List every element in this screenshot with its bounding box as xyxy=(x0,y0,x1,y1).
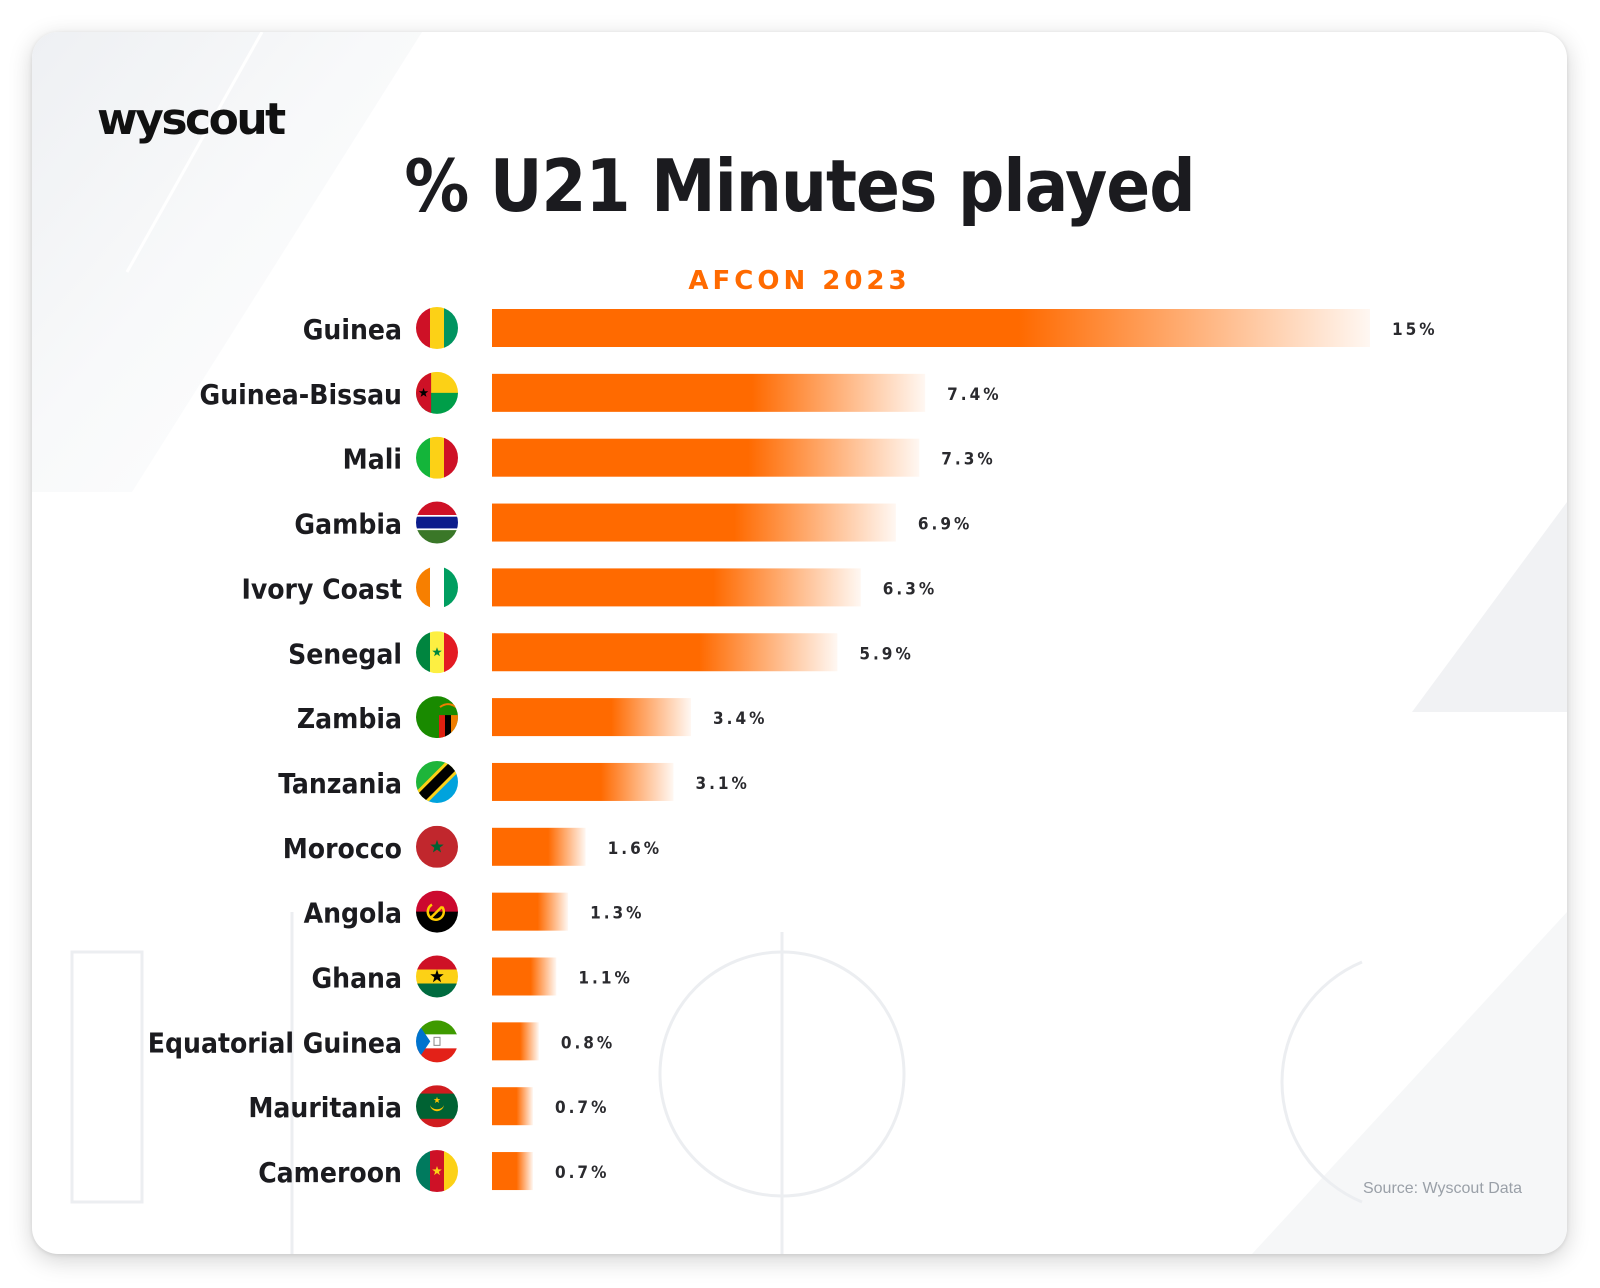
category-label: Ghana xyxy=(311,962,402,995)
bar xyxy=(492,438,920,477)
bar-row: Mauritania 0.7% xyxy=(248,1085,609,1128)
value-label: 0.7% xyxy=(555,1098,609,1118)
bar xyxy=(492,892,569,931)
bar-row: Zambia 3.4% xyxy=(297,696,767,739)
bar xyxy=(492,1152,533,1191)
tanzania-flag-icon xyxy=(416,760,458,803)
bar xyxy=(492,827,586,866)
mali-flag-icon xyxy=(416,436,458,479)
category-label: Ivory Coast xyxy=(241,572,402,605)
category-label: Angola xyxy=(304,897,402,930)
value-label: 1.1% xyxy=(578,969,632,989)
bar xyxy=(492,698,692,737)
value-label: 6.3% xyxy=(883,579,937,599)
category-label: Tanzania xyxy=(278,767,402,800)
cameroon-flag-icon xyxy=(416,1150,458,1193)
angola-flag-icon xyxy=(416,890,458,933)
bar-row: Guinea-Bissau 7.4% xyxy=(200,371,1001,414)
chart-title: % U21 Minutes played xyxy=(404,144,1195,228)
morocco-flag-icon xyxy=(416,825,458,868)
category-label: Zambia xyxy=(297,702,402,735)
bar-row: Angola 1.3% xyxy=(304,890,644,933)
wyscout-logo: wyscout xyxy=(97,94,286,145)
bar-row: Ghana 1.1% xyxy=(311,955,632,998)
bar-row: Mali 7.3% xyxy=(343,436,995,479)
bar-row: Guinea 15% xyxy=(303,307,1438,349)
value-label: 5.9% xyxy=(859,644,913,664)
bar-row: Cameroon 0.7% xyxy=(258,1150,609,1193)
senegal-flag-icon xyxy=(416,631,458,674)
bar-row: Ivory Coast 6.3% xyxy=(241,566,937,609)
mauritania-flag-icon xyxy=(416,1085,458,1128)
infographic-card: wyscout % U21 Minutes played AFCON 2023 … xyxy=(32,32,1567,1254)
bar-row: Morocco 1.6% xyxy=(283,825,662,868)
category-label: Equatorial Guinea xyxy=(148,1026,402,1059)
chart-subtitle: AFCON 2023 xyxy=(688,266,911,296)
bar-row: Equatorial Guinea 0.8% xyxy=(148,1020,615,1063)
bar xyxy=(492,633,838,672)
value-label: 0.7% xyxy=(555,1163,609,1183)
value-label: 7.4% xyxy=(947,385,1001,405)
value-label: 3.1% xyxy=(695,774,749,794)
category-label: Morocco xyxy=(283,832,402,865)
bar-row: Senegal 5.9% xyxy=(288,631,913,674)
equatorial-guinea-flag-icon xyxy=(416,1020,458,1063)
ivory-coast-flag-icon xyxy=(416,566,458,609)
bar xyxy=(492,957,557,996)
category-label: Mali xyxy=(343,443,402,476)
value-label: 15% xyxy=(1392,320,1438,340)
source-note: Source: Wyscout Data xyxy=(1362,1180,1522,1197)
gambia-flag-icon xyxy=(416,501,458,544)
value-label: 1.3% xyxy=(590,904,644,924)
guinea-bissau-flag-icon xyxy=(416,371,458,414)
value-label: 0.8% xyxy=(561,1033,615,1053)
value-label: 1.6% xyxy=(608,839,662,859)
bar xyxy=(492,1087,533,1126)
background-decoration xyxy=(32,32,1567,1254)
bar-row: Tanzania 3.1% xyxy=(278,760,749,803)
bar xyxy=(492,568,861,607)
bar-chart: Guinea 15% Guinea-Bissau 7.4% Mali 7.3% Gambia… xyxy=(148,307,1438,1193)
category-label: Mauritania xyxy=(248,1091,402,1124)
value-label: 7.3% xyxy=(941,450,995,470)
bar xyxy=(492,762,674,801)
category-label: Guinea xyxy=(303,313,402,346)
category-label: Gambia xyxy=(294,508,402,541)
bar xyxy=(492,309,1370,347)
ghana-flag-icon xyxy=(416,955,458,998)
zambia-flag-icon xyxy=(416,696,458,739)
value-label: 6.9% xyxy=(918,515,972,535)
value-label: 3.4% xyxy=(713,709,767,729)
category-label: Guinea-Bissau xyxy=(200,378,402,411)
bar-row: Gambia 6.9% xyxy=(294,501,972,544)
bar xyxy=(492,373,926,412)
category-label: Cameroon xyxy=(258,1156,402,1189)
category-label: Senegal xyxy=(288,637,402,670)
bar xyxy=(492,503,896,542)
bar xyxy=(492,1022,539,1061)
guinea-flag-icon xyxy=(416,307,458,349)
